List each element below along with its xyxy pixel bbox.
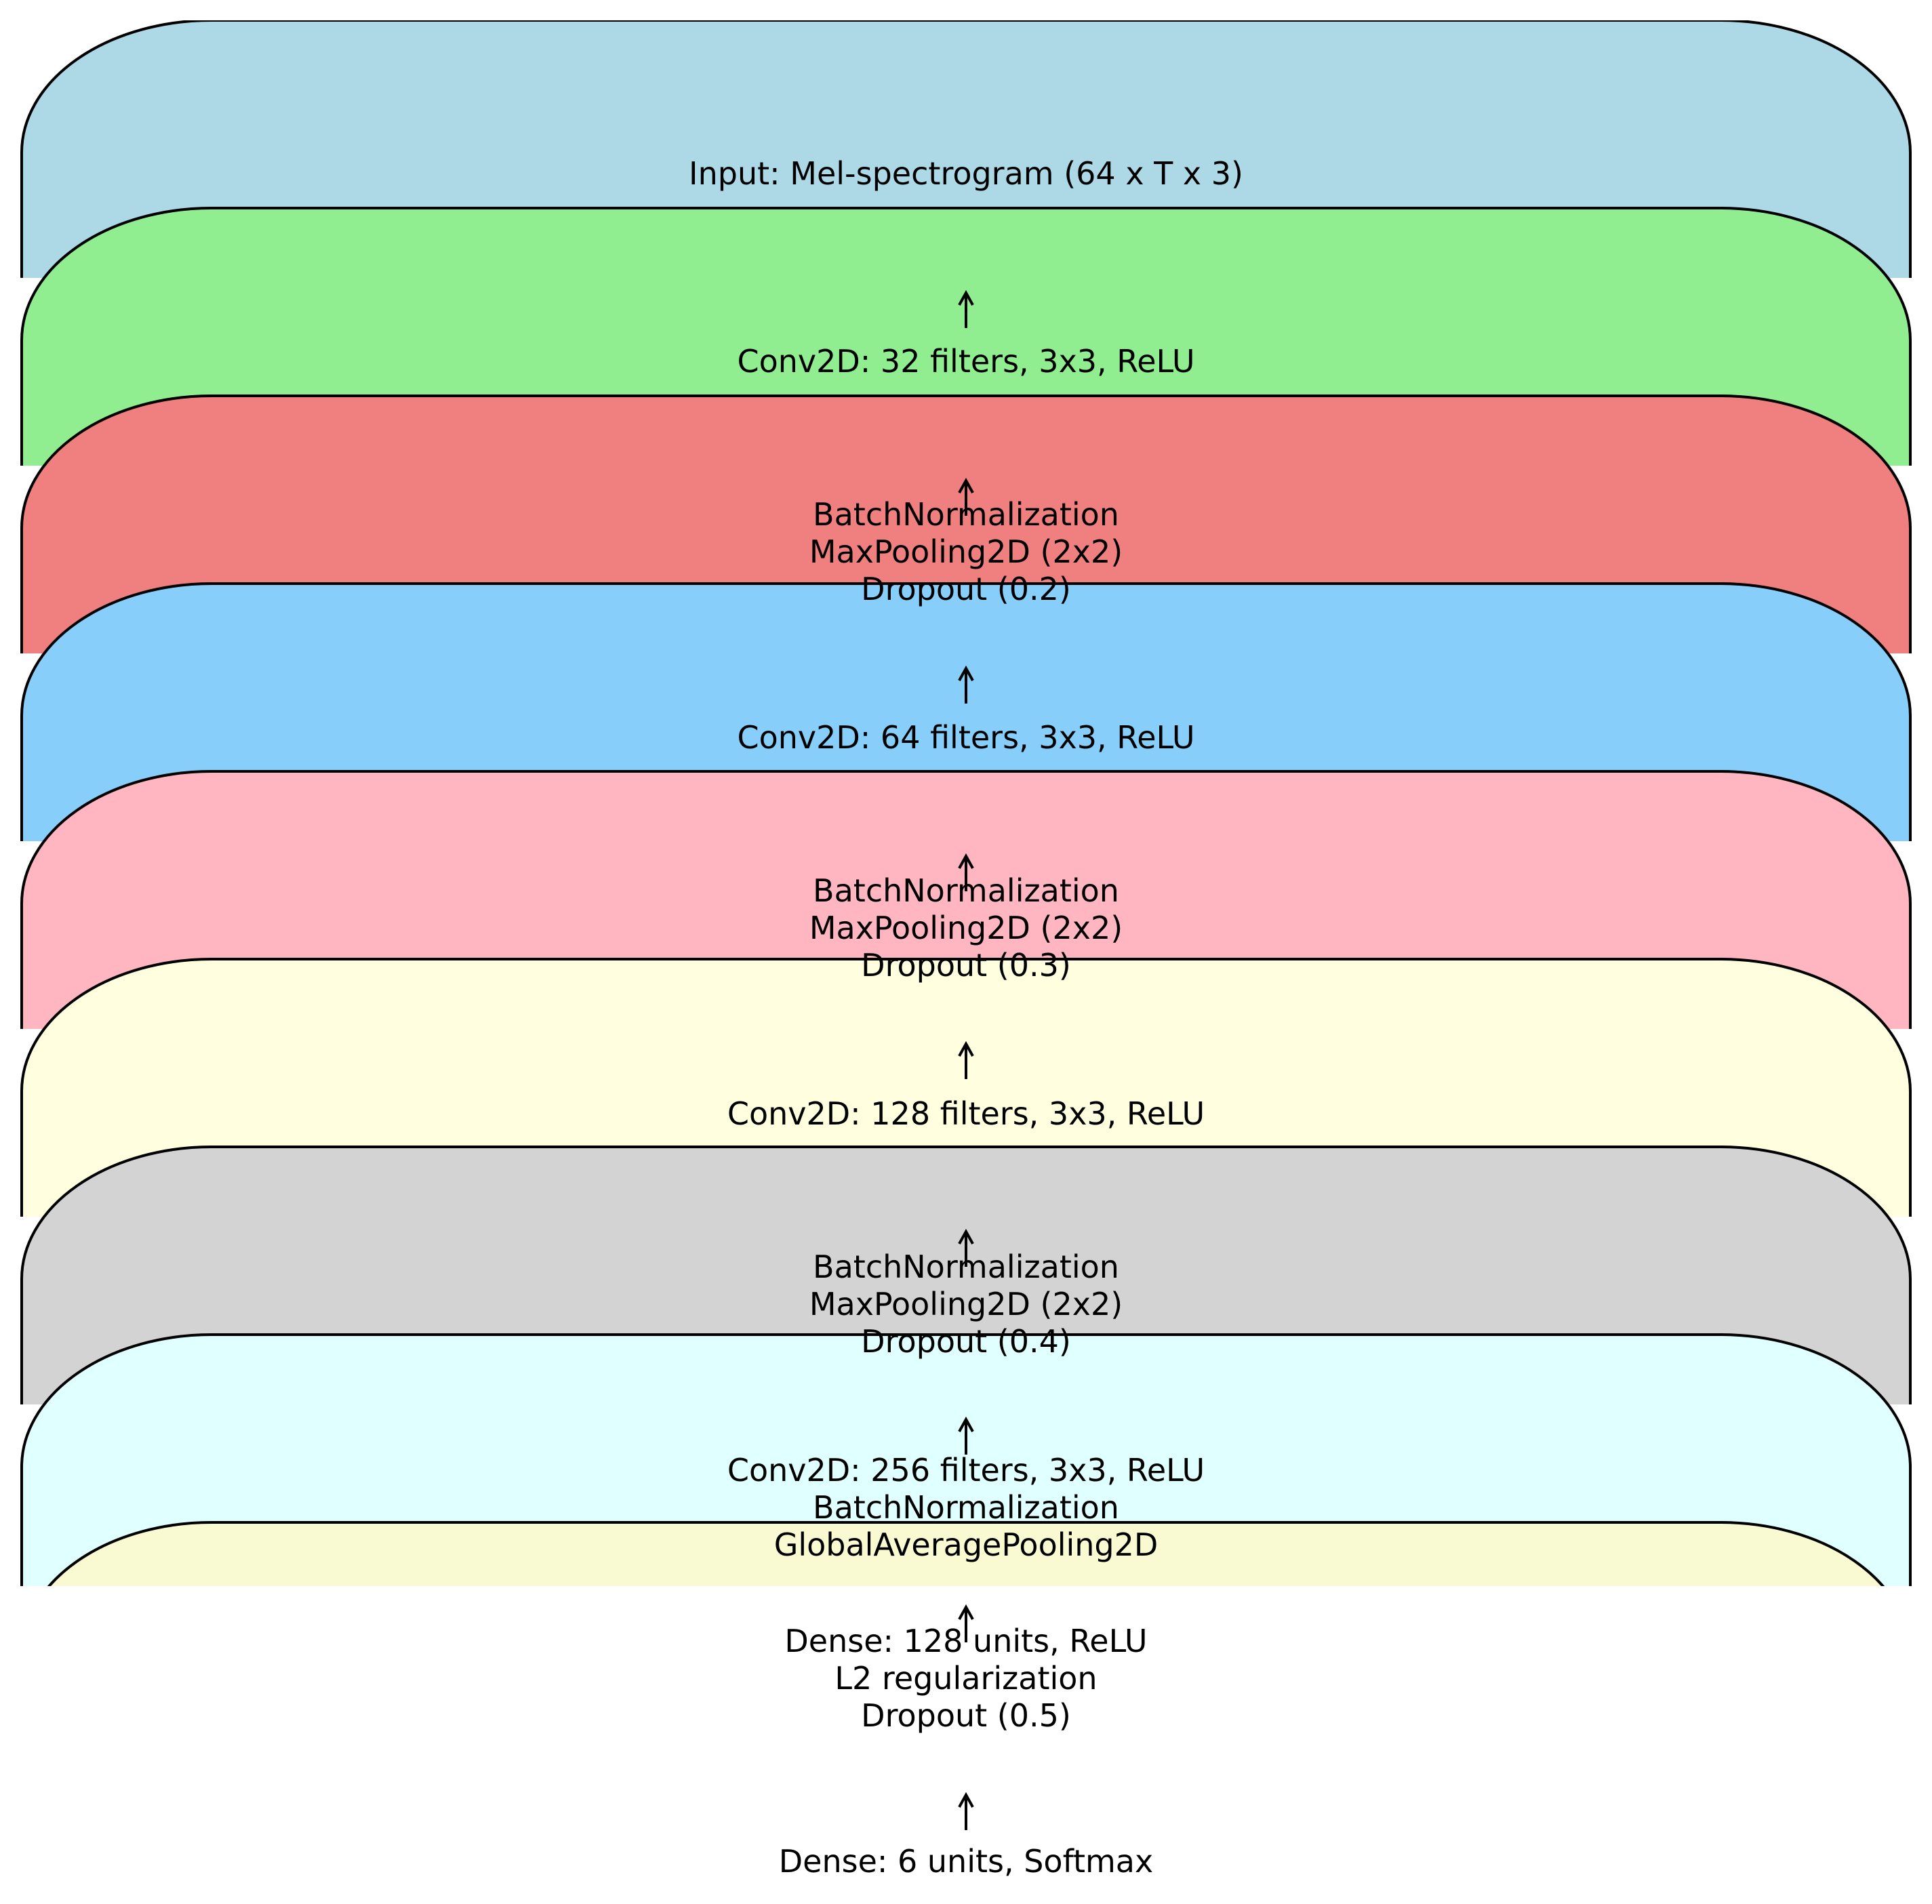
layer-label-8-line-1: Conv2D: 256 filters, 3x3, ReLU <box>727 1452 1205 1488</box>
layer-label-7-line-3: Dropout (0.4) <box>861 1323 1071 1360</box>
flow-arrow-9 <box>958 1791 974 1830</box>
layer-label-8-line-3: GlobalAveragePooling2D <box>774 1526 1159 1563</box>
flow-arrows <box>958 289 974 1830</box>
layer-label-9-line-2: L2 regularization <box>834 1660 1097 1697</box>
layer-blocks <box>20 20 1912 1586</box>
layer-label-3-line-3: Dropout (0.2) <box>861 571 1071 607</box>
layer-label-4-line-1: Conv2D: 64 filters, 3x3, ReLU <box>737 719 1194 756</box>
layer-label-9-line-1: Dense: 128 units, ReLU <box>784 1623 1147 1659</box>
flow-arrow-6 <box>958 1228 974 1267</box>
layer-label-9-line-3: Dropout (0.5) <box>861 1697 1071 1734</box>
flow-arrow-2 <box>958 477 974 516</box>
layer-label-10-line-1: Dense: 6 units, Softmax <box>779 1843 1153 1880</box>
flow-arrow-8 <box>958 1604 974 1642</box>
layer-label-7-line-1: BatchNormalization <box>813 1249 1119 1285</box>
layer-label-5-line-2: MaxPooling2D (2x2) <box>809 910 1123 946</box>
flow-arrow-5 <box>958 1040 974 1079</box>
flow-arrow-7 <box>958 1416 974 1455</box>
layer-labels: Input: Mel-spectrogram (64 x T x 3) Conv2… <box>689 155 1243 1880</box>
layer-label-6-line-1: Conv2D: 128 filters, 3x3, ReLU <box>727 1095 1205 1132</box>
flow-arrow-1 <box>958 289 974 328</box>
layer-label-3-line-2: MaxPooling2D (2x2) <box>809 533 1123 570</box>
flow-arrow-4 <box>958 853 974 891</box>
layer-label-2-line-1: Conv2D: 32 filters, 3x3, ReLU <box>737 343 1194 380</box>
layer-label-7-line-2: MaxPooling2D (2x2) <box>809 1286 1123 1322</box>
layer-label-3-line-1: BatchNormalization <box>813 496 1119 533</box>
flow-arrow-3 <box>958 665 974 704</box>
layer-label-1-line-1: Input: Mel-spectrogram (64 x T x 3) <box>689 155 1243 192</box>
layer-label-8-line-2: BatchNormalization <box>813 1489 1119 1526</box>
layer-block-9 <box>47 1521 1885 1586</box>
layer-label-5-line-1: BatchNormalization <box>813 872 1119 909</box>
layer-label-5-line-3: Dropout (0.3) <box>861 947 1071 984</box>
